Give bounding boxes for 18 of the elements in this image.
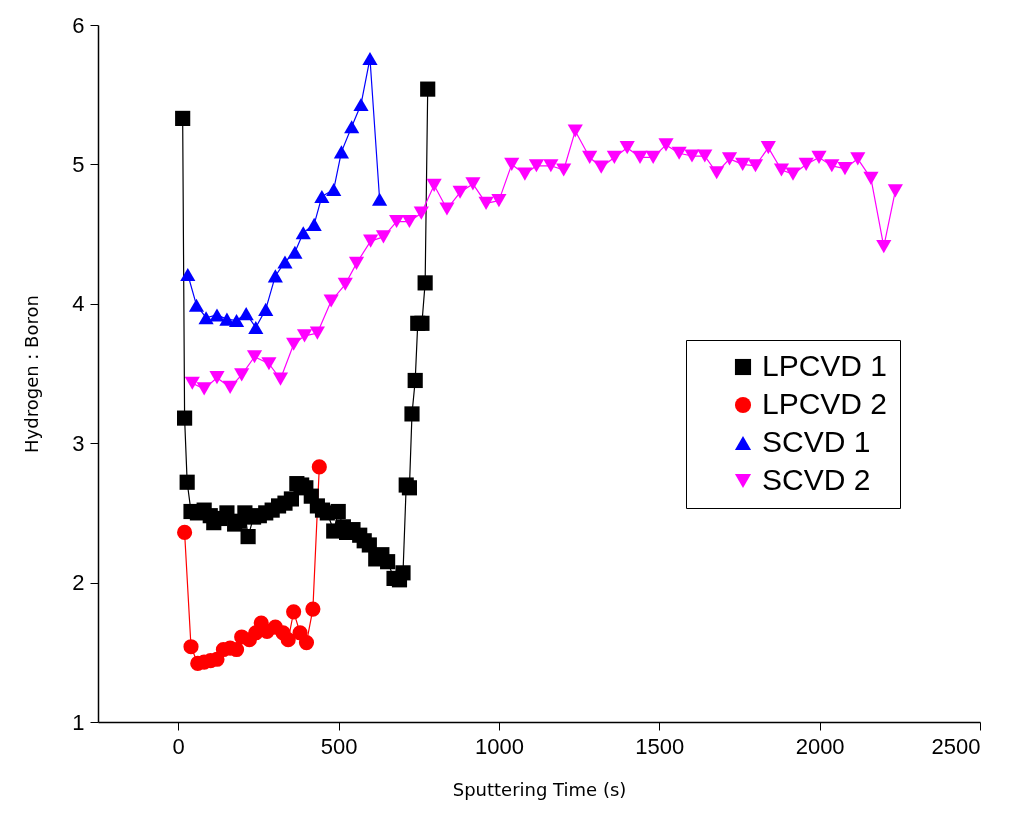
legend-label: LPCVD 2 <box>762 387 888 420</box>
y-tick-label: 5 <box>72 151 85 177</box>
y-tick-label: 6 <box>72 12 85 38</box>
legend-label: SCVD 2 <box>762 463 871 496</box>
x-tick-label: 2500 <box>931 733 981 759</box>
y-tick-label: 2 <box>72 570 85 596</box>
x-tick-label: 1500 <box>635 733 685 759</box>
x-tick-label: 0 <box>172 733 185 759</box>
x-tick-label: 1000 <box>474 733 524 759</box>
x-tick-label: 500 <box>320 733 358 759</box>
y-axis-title: Hydrogen : Boron <box>21 295 43 453</box>
legend-label: SCVD 1 <box>762 425 871 458</box>
y-tick-label: 1 <box>72 709 85 735</box>
x-tick-label: 2000 <box>795 733 845 759</box>
y-tick-label: 3 <box>72 430 85 456</box>
legend-label: LPCVD 1 <box>762 349 888 382</box>
y-tick-label: 4 <box>72 291 85 317</box>
x-axis-title: Sputtering Time (s) <box>452 778 627 800</box>
